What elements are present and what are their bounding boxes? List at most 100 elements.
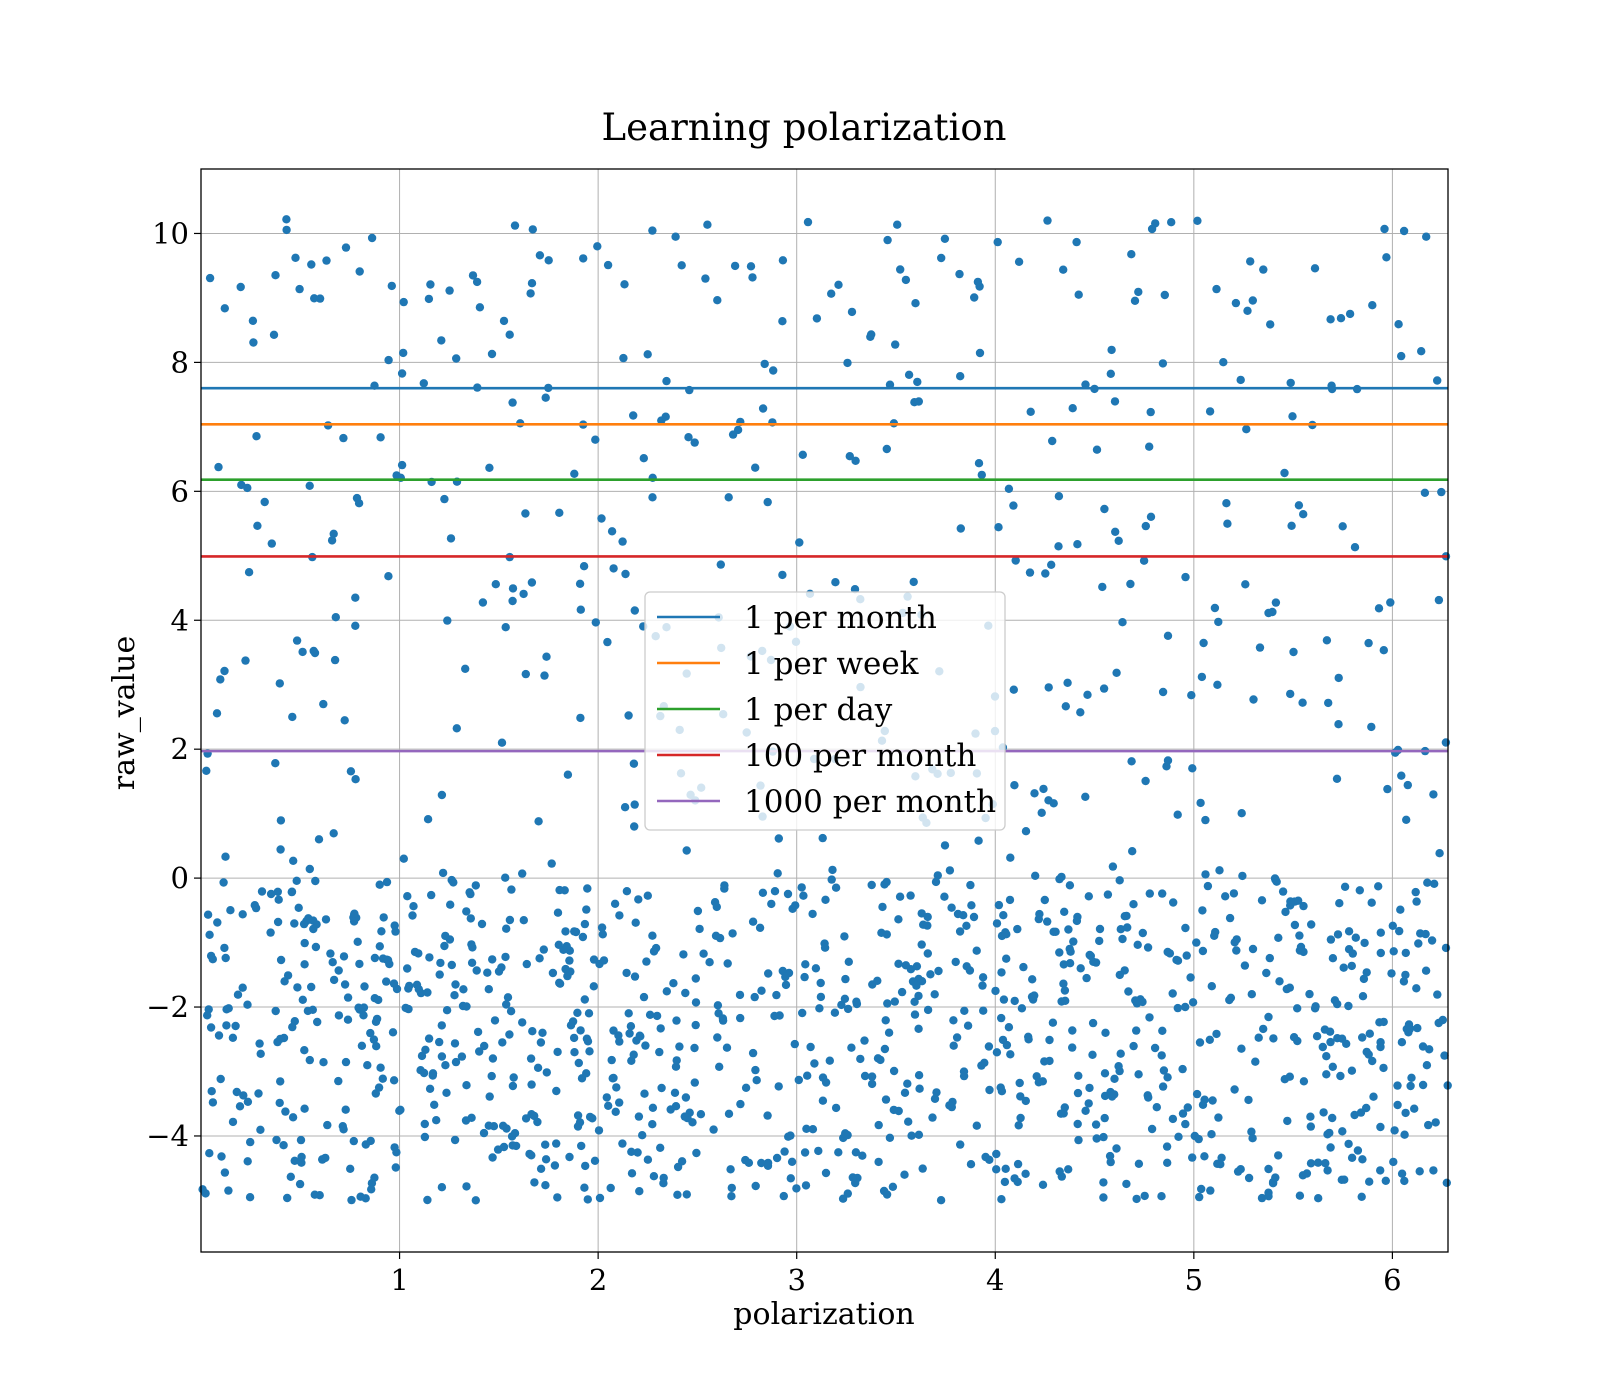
scatter-point: [1160, 290, 1170, 300]
scatter-point: [1441, 943, 1451, 953]
scatter-point: [254, 1089, 263, 1098]
scatter-point: [1073, 540, 1082, 549]
scatter-point: [1325, 1128, 1334, 1138]
scatter-point: [1076, 964, 1085, 973]
scatter-point: [417, 1051, 427, 1061]
scatter-point: [1141, 521, 1151, 531]
scatter-point: [308, 1005, 317, 1014]
scatter-point: [1348, 949, 1358, 958]
scatter-point: [1244, 1173, 1254, 1183]
scatter-point: [610, 899, 620, 908]
scatter-point: [1028, 975, 1037, 984]
scatter-point: [906, 891, 915, 900]
scatter-point: [397, 460, 407, 470]
scatter-point: [349, 1136, 358, 1146]
scatter-point: [1248, 1134, 1257, 1143]
scatter-point: [1114, 1062, 1123, 1071]
scatter-point: [276, 1077, 285, 1086]
scatter-point: [1434, 1018, 1443, 1028]
scatter-point: [1089, 957, 1098, 966]
scatter-point: [1286, 689, 1295, 699]
scatter-point: [711, 931, 721, 940]
scatter-point: [751, 1065, 760, 1075]
scatter-point: [392, 1148, 401, 1157]
scatter-point: [671, 1062, 681, 1071]
scatter-point: [1357, 1192, 1366, 1202]
scatter-point: [639, 454, 648, 463]
scatter-point: [675, 1042, 684, 1051]
scatter-point: [233, 990, 243, 999]
scatter-point: [949, 1041, 958, 1050]
scatter-point: [426, 280, 435, 289]
scatter-point: [528, 1027, 537, 1036]
scatter-point: [923, 949, 932, 958]
scatter-point: [1356, 1108, 1366, 1117]
scatter-point: [370, 1173, 379, 1182]
scatter-point: [1248, 944, 1258, 954]
scatter-point: [533, 1117, 542, 1127]
scatter-point: [553, 908, 563, 917]
scatter-point: [1044, 683, 1053, 692]
scatter-point: [395, 1106, 404, 1116]
scatter-point: [1411, 887, 1420, 897]
scatter-point: [435, 1037, 444, 1047]
scatter-point: [1019, 962, 1028, 972]
scatter-point: [222, 1021, 231, 1030]
scatter-point: [659, 1179, 668, 1188]
scatter-point: [276, 845, 285, 854]
scatter-point: [910, 997, 919, 1006]
scatter-point: [792, 1184, 801, 1193]
scatter-point: [975, 348, 985, 358]
scatter-point: [1010, 996, 1019, 1006]
scatter-point: [1362, 1047, 1371, 1057]
scatter-point: [1092, 1134, 1101, 1143]
scatter-point: [287, 887, 296, 897]
scatter-point: [1182, 951, 1191, 960]
scatter-point: [752, 1076, 761, 1085]
scatter-point: [471, 1196, 480, 1205]
scatter-point: [860, 1071, 870, 1081]
scatter-point: [840, 994, 850, 1003]
scatter-point: [1269, 1034, 1278, 1043]
scatter-point: [622, 887, 632, 896]
scatter-point: [1035, 909, 1044, 919]
scatter-point: [652, 1011, 662, 1021]
scatter-point: [1293, 1004, 1302, 1013]
scatter-point: [1144, 1093, 1153, 1102]
scatter-point: [1232, 946, 1241, 955]
scatter-point: [1082, 973, 1091, 983]
scatter-point: [203, 910, 213, 919]
scatter-point: [774, 1082, 783, 1091]
scatter-point: [443, 616, 452, 625]
scatter-point: [750, 992, 759, 1002]
scatter-point: [428, 1069, 438, 1078]
scatter-point: [1214, 617, 1223, 627]
scatter-point: [1120, 912, 1130, 921]
scatter-point: [609, 564, 618, 573]
scatter-point: [926, 970, 935, 979]
scatter-point: [640, 1089, 649, 1098]
scatter-point: [1367, 898, 1376, 907]
scatter-point: [452, 724, 461, 733]
scatter-point: [375, 942, 384, 951]
scatter-point: [1318, 1042, 1328, 1052]
scatter-point: [703, 220, 712, 229]
scatter-point: [279, 1141, 288, 1150]
scatter-point: [414, 985, 423, 994]
scatter-point: [1072, 916, 1082, 926]
scatter-point: [937, 253, 946, 263]
scatter-point: [874, 1157, 883, 1167]
x-tick-label: 3: [787, 1263, 805, 1297]
scatter-point: [1181, 1002, 1190, 1012]
scatter-point: [764, 969, 773, 978]
scatter-point: [214, 462, 223, 472]
scatter-point: [224, 1004, 233, 1013]
scatter-point: [1376, 1038, 1385, 1047]
scatter-point: [212, 709, 222, 718]
scatter-point: [488, 1054, 498, 1063]
scatter-point: [508, 398, 517, 407]
scatter-point: [452, 354, 461, 363]
scatter-point: [972, 1121, 981, 1130]
scatter-point: [205, 273, 215, 283]
scatter-point: [850, 585, 860, 594]
